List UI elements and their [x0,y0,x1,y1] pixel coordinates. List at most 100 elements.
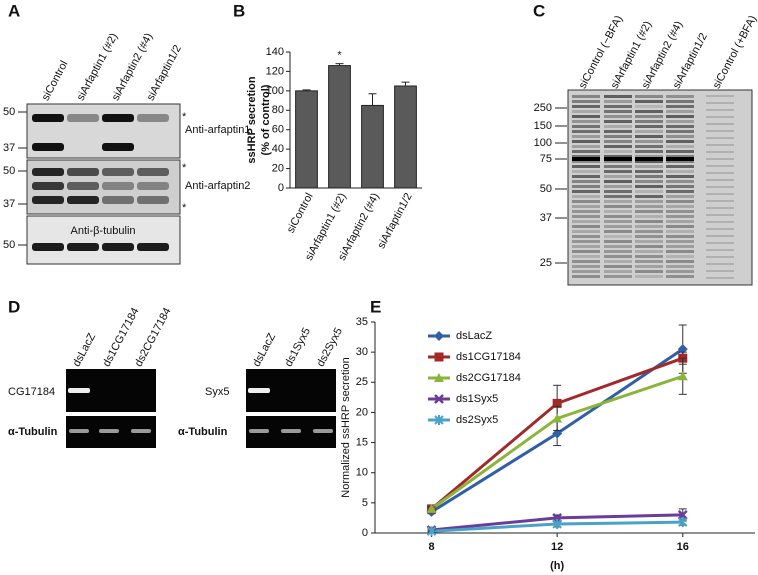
y-tick-label: 100 [266,85,284,97]
band [666,160,694,163]
asterisk: * [182,202,187,214]
band [635,195,663,198]
band [572,195,600,198]
panel-letter: C [533,1,545,20]
bar [328,65,351,189]
asterisk: * [182,111,187,123]
band [572,105,600,108]
band [635,235,663,238]
band [604,240,632,243]
row-label: α-Tubulin [8,426,58,438]
band [666,170,694,173]
x-tick-label: 12 [551,541,563,553]
band [281,429,301,433]
band [604,200,632,203]
band [706,256,734,258]
legend-marker [434,373,444,382]
band [635,155,663,158]
band [666,185,694,188]
legend-label: ds1Syx5 [456,393,498,405]
band [635,255,663,258]
panel-letter: E [370,297,381,316]
band [604,165,632,168]
band [572,125,600,128]
size-marker: 50 [3,239,15,251]
band [666,150,694,153]
band [666,225,694,228]
band [635,100,663,103]
band [572,110,600,113]
lane-label: siArfaptin1/2 [375,191,414,251]
band [102,143,134,151]
data-point [426,503,437,513]
band [99,429,119,433]
band [572,255,600,258]
row-label: Syx5 [205,386,229,398]
band [666,135,694,138]
size-marker: 37 [3,198,15,210]
band [666,235,694,238]
y-tick-label: 120 [266,65,284,77]
band [635,160,663,163]
band [706,221,734,223]
band [572,150,600,153]
band [572,175,600,178]
row-label: CG17184 [8,386,55,398]
y-tick-label: 40 [272,143,284,155]
band [604,157,632,161]
band [635,130,663,133]
size-marker: 37 [540,212,552,224]
bar [295,90,318,189]
band [604,175,632,178]
band [635,145,663,148]
band [102,168,134,176]
band [32,114,64,122]
band [666,155,694,158]
band [666,130,694,133]
size-marker: 75 [540,153,552,165]
blot-label: Anti-arfaptin2 [185,180,250,192]
y-tick-label: 10 [356,467,368,479]
lane-label: dsLacZ [251,331,279,369]
data-point [552,413,563,423]
band [706,95,734,97]
band [706,144,734,146]
band [604,230,632,233]
band [604,100,632,103]
band [706,263,734,265]
size-marker: 50 [3,106,15,118]
band [137,243,169,251]
band [635,265,663,268]
band [635,165,663,168]
y-axis-label: (% of control) [260,84,272,155]
band [604,220,632,223]
band [32,196,64,204]
band [635,157,663,161]
band [666,255,694,258]
band [666,100,694,103]
band [604,260,632,263]
band [572,220,600,223]
band [604,140,632,143]
data-point [552,398,562,408]
band [572,165,600,168]
band [706,165,734,167]
lane-label: siControl [40,59,71,103]
band [706,130,734,132]
band [572,210,600,213]
band [137,114,169,122]
band [666,125,694,128]
band [635,135,663,138]
legend-marker [434,415,444,425]
band [131,429,151,433]
band [666,260,694,263]
band [635,225,663,228]
band [635,140,663,143]
y-tick-label: 0 [362,527,368,539]
band [604,210,632,213]
band [572,157,600,161]
band [666,165,694,168]
band [666,140,694,143]
band [706,200,734,202]
band [635,215,663,218]
